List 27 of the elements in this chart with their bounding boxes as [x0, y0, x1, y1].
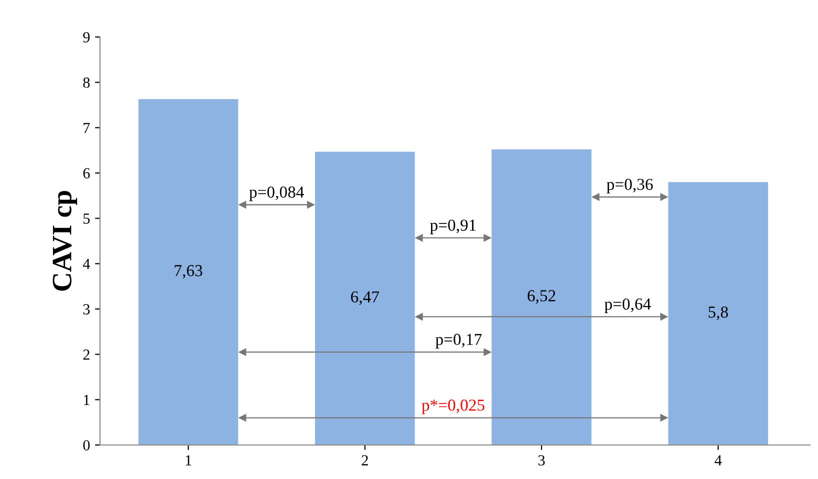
y-tick-label: 4 — [82, 258, 90, 269]
data-label: 6,52 — [528, 290, 556, 304]
y-tick-label: 1 — [84, 394, 90, 405]
annotation: p=0,17 — [436, 334, 482, 348]
x-tick-label: 3 — [538, 455, 545, 466]
y-tick-label: 7 — [84, 122, 90, 133]
data-label: 6,47 — [351, 291, 380, 305]
y-axis-title: CAVI ср — [52, 191, 78, 291]
y-tick-label: 0 — [83, 440, 90, 450]
annotation: p*=0,025 — [422, 400, 484, 414]
data-label: 5,8 — [708, 306, 728, 320]
x-tick-label: 2 — [362, 455, 368, 466]
annotation: p=0,36 — [606, 178, 653, 194]
x-tick-label: 4 — [714, 455, 722, 466]
annotation: p=0,91 — [430, 220, 476, 234]
y-tick-label: 8 — [83, 77, 90, 88]
bar — [138, 99, 238, 445]
data-label: 7,63 — [174, 265, 202, 279]
annotation: p=0,64 — [604, 298, 651, 314]
x-tick-label: 1 — [186, 455, 192, 466]
y-tick-label: 9 — [83, 32, 90, 42]
annotation: p=0,084 — [249, 186, 304, 202]
y-tick-label: 2 — [83, 350, 90, 360]
y-tick-label: 6 — [83, 168, 90, 178]
y-tick-label: 3 — [83, 304, 90, 314]
y-tick-label: 5 — [84, 214, 90, 224]
bar — [668, 182, 768, 445]
